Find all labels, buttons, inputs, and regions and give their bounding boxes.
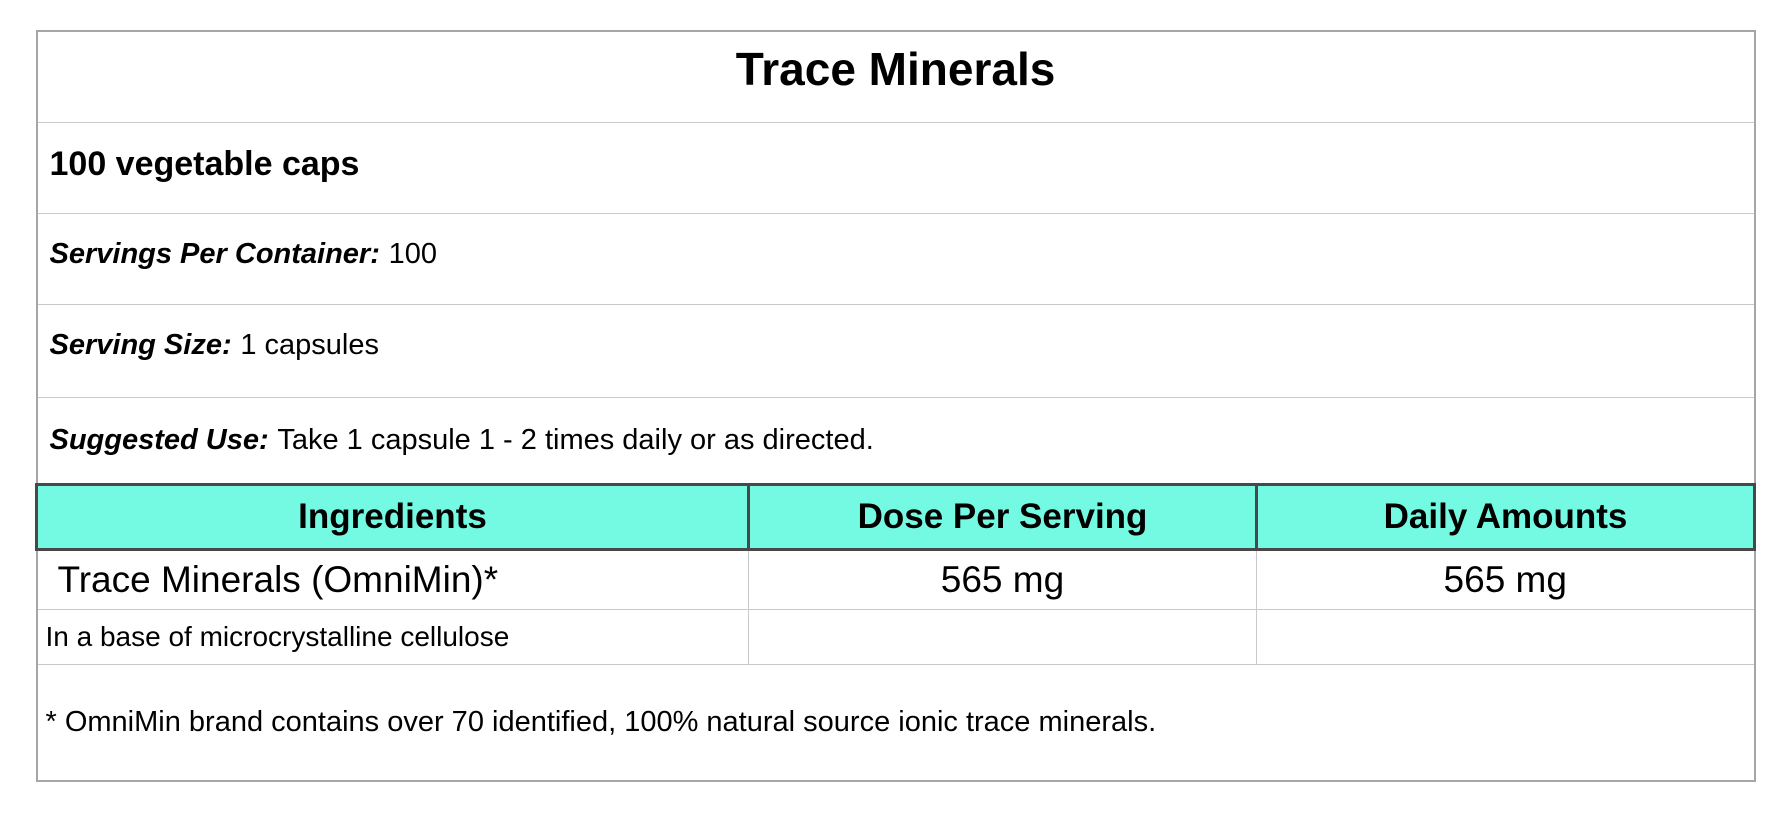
servings-per-container-row: Servings Per Container: 100 <box>35 212 1756 305</box>
header-ingredients: Ingredients <box>35 482 750 551</box>
servings-per-container-value: 100 <box>388 237 437 270</box>
quantity-row: 100 vegetable caps <box>35 121 1756 214</box>
serving-size-row: Serving Size: 1 capsules <box>35 303 1756 398</box>
serving-size-value: 1 capsules <box>240 328 379 361</box>
title-row: Trace Minerals <box>35 30 1756 123</box>
suggested-use-value: Take 1 capsule 1 - 2 times daily or as d… <box>277 423 874 456</box>
suggested-use-row: Suggested Use: Take 1 capsule 1 - 2 times… <box>35 396 1756 485</box>
table-row: In a base of microcrystalline cellulose <box>36 608 1756 665</box>
footnote-row: * OmniMin brand contains over 70 identif… <box>35 663 1756 782</box>
header-daily-amounts: Daily Amounts <box>1254 482 1757 551</box>
ingredient-daily-amount: 565 mg <box>1255 548 1756 610</box>
ingredient-name: Trace Minerals (OmniMin)* <box>36 548 749 610</box>
header-dose-per-serving: Dose Per Serving <box>747 482 1258 551</box>
ingredient-dose: 565 mg <box>748 548 1257 610</box>
empty-cell <box>1255 608 1756 665</box>
suggested-use-label: Suggested Use: <box>49 423 269 456</box>
package-quantity: 100 vegetable caps <box>35 121 1756 214</box>
supplement-facts-table: Trace Minerals 100 vegetable caps Servin… <box>35 30 1757 782</box>
servings-per-container-label: Servings Per Container: <box>49 237 380 270</box>
table-row: Trace Minerals (OmniMin)* 565 mg 565 mg <box>36 548 1756 610</box>
ingredient-base-note: In a base of microcrystalline cellulose <box>36 608 749 665</box>
empty-cell <box>748 608 1257 665</box>
ingredients-header-row: Ingredients Dose Per Serving Daily Amoun… <box>35 482 1757 551</box>
serving-size-label: Serving Size: <box>49 328 232 361</box>
footnote-text: * OmniMin brand contains over 70 identif… <box>35 663 1756 782</box>
product-title: Trace Minerals <box>35 30 1756 123</box>
